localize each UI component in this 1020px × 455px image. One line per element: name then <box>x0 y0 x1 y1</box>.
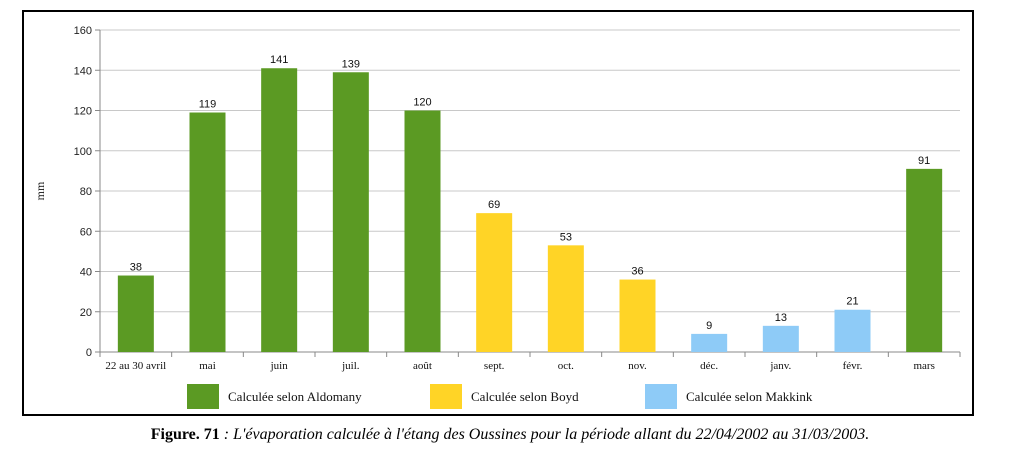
data-label: 120 <box>413 97 431 109</box>
data-label: 141 <box>270 54 288 66</box>
data-labels: 38 119 141 139 120 69 53 36 9 13 21 91 <box>130 54 931 332</box>
x-category-label: févr. <box>843 360 863 372</box>
figure-caption: Figure. 71 : L'évaporation calculée à l'… <box>0 426 1020 444</box>
figure-number: Figure. 71 <box>150 426 220 443</box>
bar-5 <box>476 213 513 352</box>
data-label: 38 <box>130 262 142 274</box>
legend: Calculée selon Aldomany Calculée selon Bo… <box>187 384 813 409</box>
legend-label: Calculée selon Boyd <box>471 389 579 404</box>
data-label: 69 <box>488 199 500 211</box>
x-category-label: sept. <box>484 360 505 372</box>
bar-11 <box>906 168 943 352</box>
bars <box>117 68 943 353</box>
bar-2 <box>261 68 298 353</box>
data-label: 9 <box>706 320 712 332</box>
data-label: 53 <box>560 231 572 243</box>
y-tick-label: 60 <box>80 226 92 238</box>
bar-7 <box>619 279 656 352</box>
y-tick-label: 140 <box>74 65 92 77</box>
x-category-label: nov. <box>628 360 647 372</box>
bar-3 <box>332 72 369 352</box>
legend-label: Calculée selon Aldomany <box>228 389 362 404</box>
data-label: 36 <box>631 266 643 278</box>
y-tick-label: 120 <box>74 106 92 118</box>
x-category-label: mars <box>913 360 934 372</box>
bar-6 <box>547 245 584 352</box>
x-category-label: janv. <box>769 360 791 372</box>
data-label: 21 <box>846 296 858 308</box>
y-tick-label: 40 <box>80 267 92 279</box>
x-category-label: mai <box>199 360 216 372</box>
bar-4 <box>404 110 441 352</box>
x-category-label: déc. <box>700 360 718 372</box>
y-tick-label: 100 <box>74 146 92 158</box>
y-tick-label: 0 <box>86 347 92 359</box>
x-category-label: 22 au 30 avril <box>105 360 166 372</box>
x-category-labels: 22 au 30 avril mai juin juil. août sept. oct. n… <box>105 360 934 372</box>
y-tick-labels: 0 20 40 60 80 100 120 140 160 <box>74 25 92 359</box>
data-label: 139 <box>342 58 360 70</box>
data-label: 119 <box>199 99 217 111</box>
bar-8 <box>691 333 728 352</box>
data-label: 91 <box>918 155 930 167</box>
x-category-label: juin <box>270 360 289 372</box>
bar-10 <box>834 309 871 352</box>
grid-lines <box>95 29 961 357</box>
y-tick-label: 20 <box>80 307 92 319</box>
y-tick-label: 160 <box>74 25 92 37</box>
bar-1 <box>189 112 226 352</box>
legend-swatch <box>645 384 677 409</box>
x-category-label: juil. <box>341 360 360 372</box>
legend-swatch <box>187 384 219 409</box>
legend-swatch <box>430 384 462 409</box>
y-tick-label: 80 <box>80 186 92 198</box>
legend-label: Calculée selon Makkink <box>686 389 813 404</box>
x-category-label: août <box>413 360 432 372</box>
figure-caption-text: : L'évaporation calculée à l'étang des O… <box>219 426 870 443</box>
x-category-label: oct. <box>558 360 574 372</box>
bar-0 <box>117 275 154 352</box>
data-label: 13 <box>775 312 787 324</box>
y-axis-label: mm <box>33 181 47 200</box>
bar-9 <box>762 325 799 352</box>
